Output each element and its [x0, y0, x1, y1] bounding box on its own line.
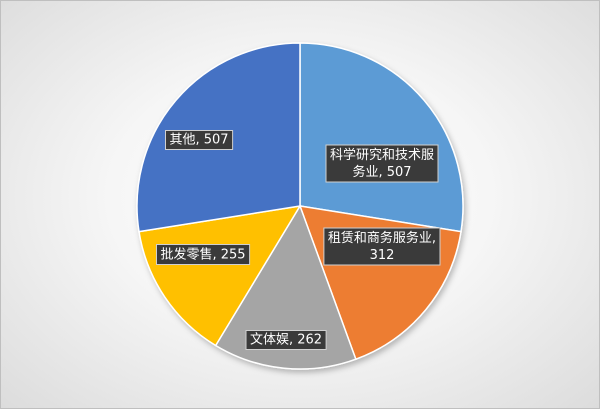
pie-data-label-text: 批发零售, 255: [160, 247, 245, 263]
pie-slice: [214, 204, 357, 370]
pie-data-label-text: 科学研究和技术服: [330, 147, 434, 163]
svg-text:其他, 507: 其他, 507: [169, 133, 228, 148]
pie-slices: [136, 42, 464, 370]
svg-text:批发零售, 255: 批发零售, 255: [160, 247, 245, 263]
pie-data-label: 批发零售, 255: [156, 244, 251, 265]
pie-data-label-text: 务业, 507: [352, 164, 411, 180]
svg-text:租赁和商务服务业,312: 租赁和商务服务业, 312: [328, 230, 436, 263]
pie-data-label: 文体娱, 262: [245, 330, 327, 350]
pie-data-labels: 科学研究和技术服务业, 507 租赁和商务服务业, 312 文体娱, 262 批发零售,…: [156, 130, 441, 350]
pie-data-label: 其他, 507: [165, 130, 234, 150]
svg-text:科学研究和技术服务业, 507: 科学研究和技术服务业, 507: [330, 147, 434, 180]
pie-data-label: 租赁和商务服务业, 312: [323, 227, 441, 266]
pie-data-label-text: 文体娱, 262: [250, 333, 322, 348]
pie-data-label: 科学研究和技术服务业, 507: [325, 144, 439, 183]
pie-slice: [299, 42, 464, 233]
pie-data-label-text: 其他, 507: [169, 133, 228, 148]
pie-slice: [138, 205, 302, 347]
pie-data-label-text: 租赁和商务服务业,: [328, 230, 436, 246]
pie-data-label-text: 312: [370, 248, 395, 263]
svg-text:文体娱, 262: 文体娱, 262: [250, 333, 322, 348]
